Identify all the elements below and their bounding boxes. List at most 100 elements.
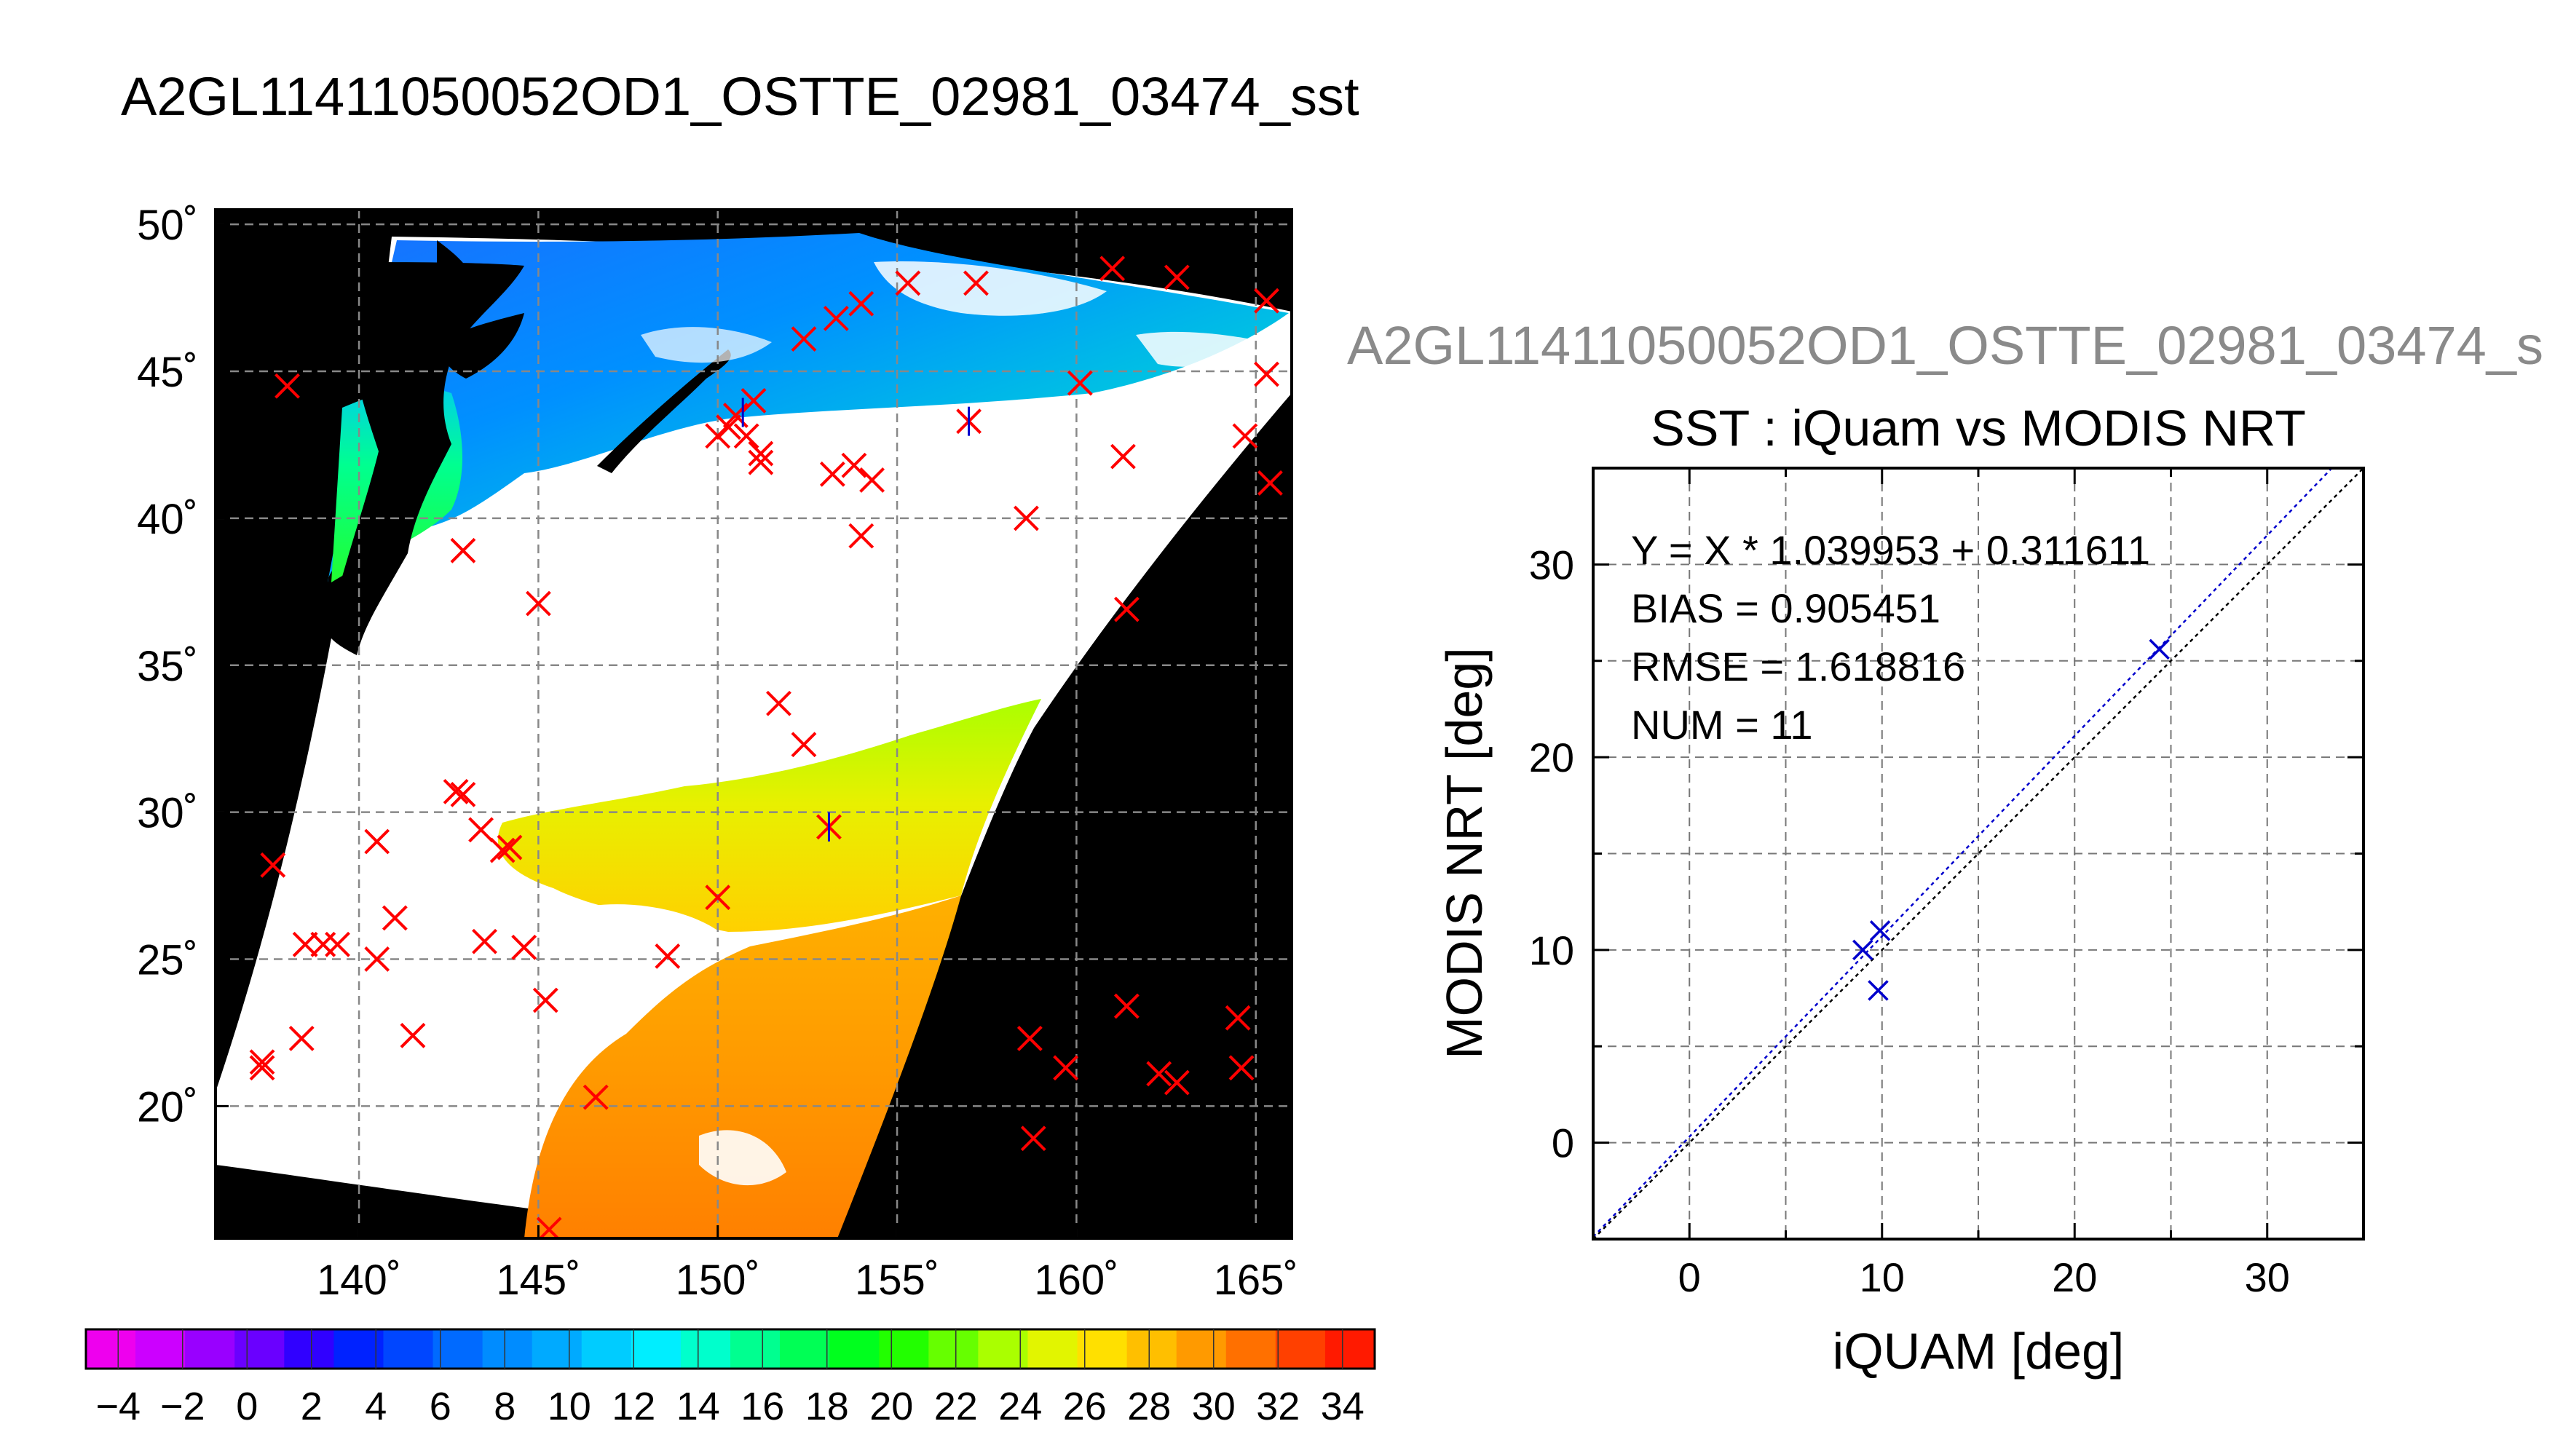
scatter-lines [1593, 468, 2364, 1239]
colorbar-segment [383, 1329, 434, 1369]
map-buoy-marker [705, 423, 731, 449]
map-buoy-marker [819, 461, 845, 487]
colorbar-tick-label: 2 [301, 1385, 323, 1428]
colorbar-segment [631, 1329, 682, 1369]
map-x-tick-label: 150˚ [676, 1257, 760, 1304]
cloud-patch-4 [568, 904, 728, 960]
map-buoy-marker [963, 270, 989, 296]
map-buoy-marker [1228, 1055, 1255, 1081]
colorbar-tick-label: 10 [548, 1385, 591, 1428]
map-buoy-marker [1053, 1055, 1079, 1081]
scatter-ticks: 0 10 20 30 0 10 20 30 [1529, 467, 2365, 1300]
map-buoy-marker [859, 467, 885, 493]
colorbar-tick-label: 20 [869, 1385, 913, 1428]
map-buoy-marker [848, 523, 874, 549]
map-buoy-marker [823, 305, 849, 331]
map-buoy-marker [895, 270, 921, 296]
colorbar-tick-label: 14 [676, 1385, 720, 1428]
map-buoy-marker [249, 1055, 275, 1081]
scatter-x-axis-label: iQUAM [deg] [1833, 1323, 2125, 1380]
scatter-panel: SST : iQuam vs MODIS NRT 0 10 20 300102030 … [1436, 400, 2365, 1380]
map-buoy-marker [489, 837, 516, 863]
map-buoy-marker [791, 732, 817, 758]
sst-hot-region [524, 895, 961, 1238]
map-buoy-marker [1016, 1026, 1043, 1051]
colorbar-tick-label: 8 [494, 1385, 516, 1428]
map-buoy-marker [400, 1023, 426, 1048]
map-buoy-marker [1099, 256, 1126, 282]
scatter-y-tick-label: 10 [1529, 927, 1574, 973]
scatter-point [2149, 638, 2170, 660]
colorbar-segment [1324, 1329, 1375, 1369]
colorbar-segment [581, 1329, 632, 1369]
colorbar-segment [730, 1329, 781, 1369]
map-buoy-marker [791, 326, 817, 352]
scatter-x-tick-label: 20 [2052, 1254, 2097, 1300]
map-y-tick-label: 35˚ [137, 643, 198, 690]
map-x-tick-label: 145˚ [496, 1257, 580, 1304]
colorbar-segment [928, 1329, 979, 1369]
map-buoy-marker [468, 817, 494, 843]
map-buoy-marker [655, 943, 681, 969]
map-buoy-marker [1254, 288, 1279, 314]
colorbar-segment [532, 1329, 583, 1369]
map-buoy-marker [1020, 1125, 1046, 1152]
map-buoy-marker [472, 928, 497, 954]
colorbar-segment [1077, 1329, 1128, 1369]
colorbar-segment [1225, 1329, 1276, 1369]
colorbar: −4 −2 0 2 4 6 8 10 12 14 16 18 20 22 24 26 28 30 32 34 [84, 1328, 1376, 1428]
scatter-title: SST : iQuam vs MODIS NRT [1651, 400, 2306, 456]
scatter-stat-annotation: NUM = 11 [1631, 702, 1812, 748]
colorbar-segment [86, 1329, 136, 1369]
map-buoy-marker [364, 828, 390, 855]
colorbar-segment [234, 1329, 285, 1369]
map-buoy-marker [583, 1084, 609, 1110]
map-buoy-marker [1232, 423, 1258, 449]
map-buoy-marker [1164, 264, 1190, 290]
colorbar-tick-label: 4 [365, 1385, 387, 1428]
page-subtitle: A2GL11411050052OD1_OSTTE_02981_03474_s [1347, 315, 2543, 376]
map-x-tick-label: 165˚ [1214, 1257, 1298, 1304]
land-japan [328, 262, 524, 655]
colorbar-segment [1126, 1329, 1177, 1369]
map-buoy-marker [1110, 443, 1136, 470]
map-markers [249, 256, 1283, 1238]
scatter-x-tick-label: 10 [1860, 1254, 1905, 1300]
cloud-patch-2 [1136, 331, 1267, 367]
scatter-point [1868, 980, 1889, 1001]
colorbar-segment [185, 1329, 235, 1369]
map-y-tick-label: 30˚ [137, 790, 198, 837]
scatter-stat-annotation: RMSE = 1.618816 [1631, 644, 1965, 689]
colorbar-tick-label: 30 [1192, 1385, 1236, 1428]
map-buoy-marker [532, 987, 558, 1013]
colorbar-tick-label: 16 [741, 1385, 784, 1428]
colorbar-tick-label: −4 [95, 1385, 141, 1428]
scatter-stat-annotation: Y = X * 1.039953 + 0.311611 [1631, 527, 2150, 573]
scatter-y-axis-label: MODIS NRT [deg] [1436, 647, 1493, 1059]
map-buoy-marker [382, 905, 408, 931]
map-buoy-marker [292, 931, 318, 957]
map-buoy-marker [748, 440, 774, 467]
map-buoy-marker [1254, 361, 1279, 387]
sst-warm-region [497, 699, 1041, 932]
land-kuril-arc [597, 349, 731, 473]
map-buoy-marker [525, 590, 551, 617]
colorbar-tick-label: 26 [1063, 1385, 1107, 1428]
map-x-tick-label: 140˚ [317, 1257, 401, 1304]
map-y-tick-label: 50˚ [137, 202, 198, 249]
colorbar-segment [482, 1329, 533, 1369]
map-tick-labels: 140˚ 145˚ 150˚ 155˚ 160˚ 165˚ 50˚ 45˚ 40˚ 35˚ 30˚ 2… [137, 202, 1298, 1304]
colorbar-tick-label: 28 [1127, 1385, 1171, 1428]
colorbar-segment [1176, 1329, 1227, 1369]
scatter-x-tick-label: 0 [1678, 1254, 1701, 1300]
colorbar-tick-label: 18 [805, 1385, 849, 1428]
map-buoy-marker [748, 449, 774, 475]
colorbar-tick-label: 34 [1321, 1385, 1365, 1428]
colorbar-frame [84, 1328, 1376, 1370]
map-buoy-marker [249, 1049, 275, 1075]
scatter-y-tick-label: 0 [1552, 1120, 1574, 1166]
map-buoy-marker [1113, 993, 1140, 1019]
colorbar-tick-label: 6 [430, 1385, 451, 1428]
scatter-grid [1593, 468, 2364, 1239]
colorbar-segment [780, 1329, 830, 1369]
